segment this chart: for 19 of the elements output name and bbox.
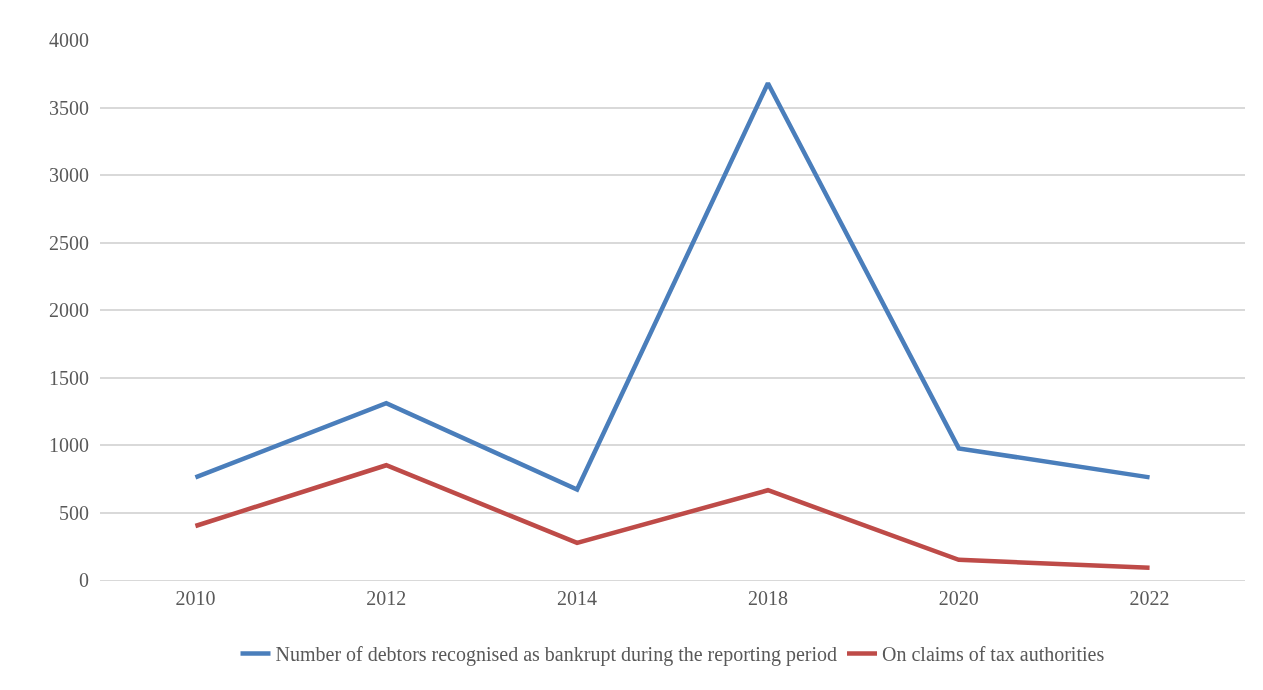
y-tick-label: 500	[59, 501, 89, 524]
y-tick-label: 3500	[49, 96, 89, 119]
y-tick-label: 0	[79, 569, 89, 591]
y-tick-label: 2000	[49, 299, 89, 321]
x-tick-label: 2012	[366, 587, 407, 609]
y-tick-label: 4000	[49, 29, 89, 51]
y-tick-label: 1000	[49, 434, 89, 456]
x-tick-label: 2010	[175, 587, 216, 609]
x-tick-label: 2014	[557, 587, 598, 609]
y-tick-label: 3000	[49, 164, 89, 186]
y-tick-label: 1500	[49, 366, 89, 389]
line-series	[193, 80, 1152, 492]
x-tick-label: 2022	[1129, 587, 1170, 609]
line-series	[193, 463, 1152, 571]
x-tick-label: 2018	[747, 587, 788, 609]
x-tick-label: 2020	[938, 587, 979, 609]
legend-label: On claims of tax authorities	[882, 643, 1105, 666]
legend-label: Number of debtors recognised as bankrupt during the reporting period	[275, 643, 838, 667]
y-tick-label: 2500	[49, 231, 89, 254]
